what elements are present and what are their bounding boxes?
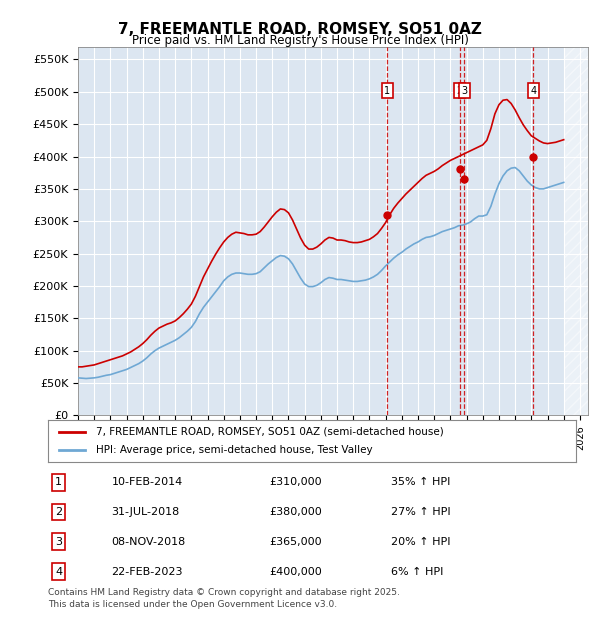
Text: 6% ↑ HPI: 6% ↑ HPI <box>391 567 443 577</box>
Text: HPI: Average price, semi-detached house, Test Valley: HPI: Average price, semi-detached house,… <box>95 445 372 455</box>
Text: 08-NOV-2018: 08-NOV-2018 <box>112 537 185 547</box>
Text: 10-FEB-2014: 10-FEB-2014 <box>112 477 182 487</box>
Text: 35% ↑ HPI: 35% ↑ HPI <box>391 477 451 487</box>
Text: 1: 1 <box>384 86 391 95</box>
Text: 3: 3 <box>55 537 62 547</box>
Text: 7, FREEMANTLE ROAD, ROMSEY, SO51 0AZ: 7, FREEMANTLE ROAD, ROMSEY, SO51 0AZ <box>118 22 482 37</box>
Bar <box>564 46 588 415</box>
Text: 4: 4 <box>55 567 62 577</box>
Text: 20% ↑ HPI: 20% ↑ HPI <box>391 537 451 547</box>
Text: 31-JUL-2018: 31-JUL-2018 <box>112 507 179 517</box>
Text: £365,000: £365,000 <box>270 537 322 547</box>
Text: 27% ↑ HPI: 27% ↑ HPI <box>391 507 451 517</box>
Text: 1: 1 <box>55 477 62 487</box>
Text: 2: 2 <box>457 86 463 95</box>
Text: 3: 3 <box>461 86 467 95</box>
Text: 2: 2 <box>55 507 62 517</box>
Text: £310,000: £310,000 <box>270 477 322 487</box>
Text: Price paid vs. HM Land Registry's House Price Index (HPI): Price paid vs. HM Land Registry's House … <box>131 34 469 47</box>
Text: 22-FEB-2023: 22-FEB-2023 <box>112 567 183 577</box>
Text: £400,000: £400,000 <box>270 567 323 577</box>
Text: Contains HM Land Registry data © Crown copyright and database right 2025.
This d: Contains HM Land Registry data © Crown c… <box>48 588 400 609</box>
Text: £380,000: £380,000 <box>270 507 323 517</box>
Text: 7, FREEMANTLE ROAD, ROMSEY, SO51 0AZ (semi-detached house): 7, FREEMANTLE ROAD, ROMSEY, SO51 0AZ (se… <box>95 427 443 436</box>
Text: 4: 4 <box>530 86 536 95</box>
